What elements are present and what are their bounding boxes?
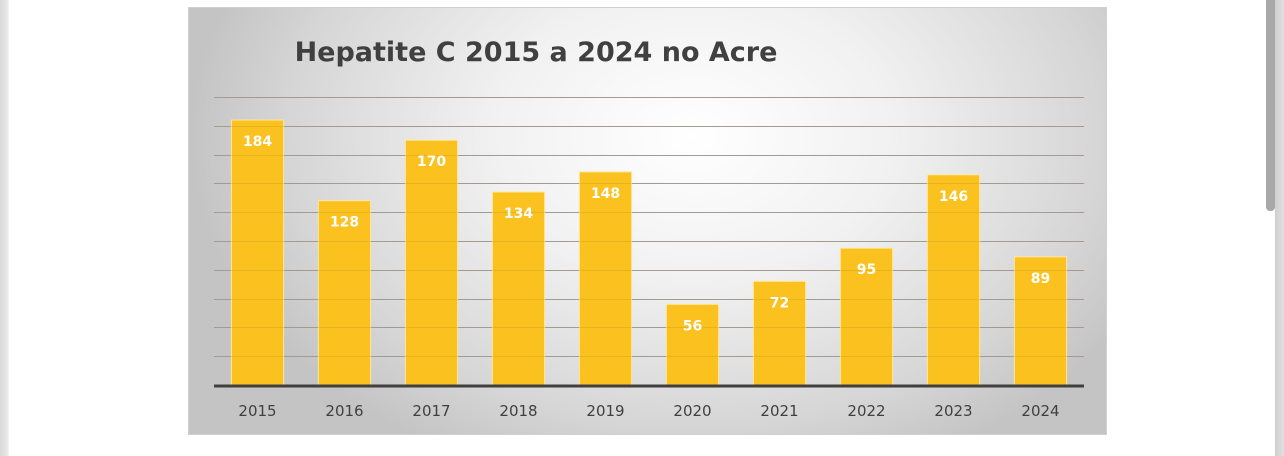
bars	[230, 119, 1068, 386]
data-label-2019: 148	[591, 186, 620, 202]
x-tick-2024: 2024	[1021, 402, 1059, 420]
page-right-edge	[1275, 0, 1284, 456]
chart-title: Hepatite C 2015 a 2024 no Acre	[295, 37, 778, 68]
data-label-2021: 72	[770, 295, 789, 311]
x-tick-2021: 2021	[760, 402, 798, 420]
bar-2023	[926, 174, 981, 386]
x-tick-2016: 2016	[325, 402, 363, 420]
bar-2018	[491, 191, 546, 386]
bar-2019	[578, 171, 633, 386]
data-label-2022: 95	[857, 262, 876, 278]
bar-2015	[230, 119, 285, 386]
x-tick-2023: 2023	[934, 402, 972, 420]
chart-area: Hepatite C 2015 a 2024 no Acre 184 128 170…	[188, 7, 1107, 435]
x-tick-2019: 2019	[586, 402, 624, 420]
bar-chart: Hepatite C 2015 a 2024 no Acre 184 128 170…	[214, 37, 1084, 420]
gridlines-overlay	[214, 97, 1084, 357]
data-label-2015: 184	[243, 134, 272, 150]
data-label-2018: 134	[504, 206, 533, 222]
data-label-2016: 128	[330, 215, 359, 231]
data-label-2017: 170	[417, 154, 446, 170]
data-labels: 184 128 170 134 148 56 72 95 146 89	[243, 134, 1050, 334]
x-tick-labels: 2015 2016 2017 2018 2019 2020 2021 2022 2023 2024	[238, 402, 1059, 420]
bar-2016	[317, 200, 372, 386]
page-left-edge	[0, 0, 9, 456]
data-label-2024: 89	[1031, 271, 1050, 287]
bar-2024	[1013, 256, 1068, 386]
bar-2022	[839, 247, 894, 386]
x-tick-2020: 2020	[673, 402, 711, 420]
data-label-2023: 146	[939, 189, 968, 205]
data-label-2020: 56	[683, 318, 702, 334]
scrollbar-thumb[interactable]	[1266, 0, 1275, 211]
x-tick-2022: 2022	[847, 402, 885, 420]
x-tick-2017: 2017	[412, 402, 450, 420]
bar-2020	[665, 303, 720, 386]
x-tick-2015: 2015	[238, 402, 276, 420]
bar-2017	[404, 139, 459, 386]
x-tick-2018: 2018	[499, 402, 537, 420]
